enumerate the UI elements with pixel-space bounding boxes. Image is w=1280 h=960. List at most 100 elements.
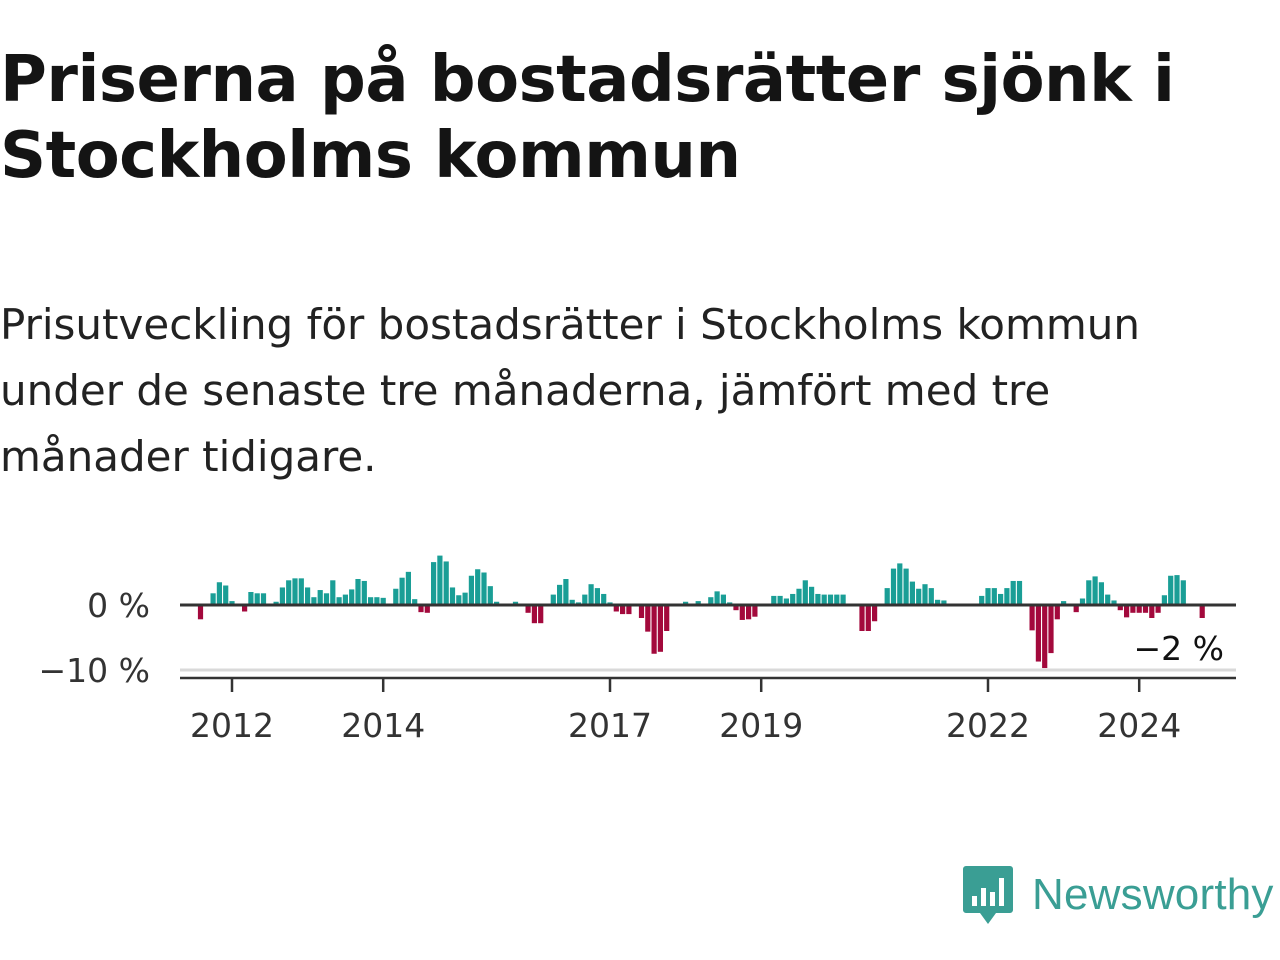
- bar: [550, 594, 556, 605]
- bar: [216, 582, 222, 605]
- bar: [330, 580, 336, 605]
- bar: [1004, 588, 1010, 605]
- bar: [1092, 576, 1098, 605]
- bar: [998, 593, 1004, 605]
- bar: [588, 584, 594, 605]
- bar: [361, 580, 367, 605]
- bar: [260, 593, 267, 605]
- bar: [594, 588, 600, 605]
- bar: [1086, 580, 1092, 605]
- bar: [311, 597, 317, 605]
- x-tick-label: 2024: [1097, 706, 1181, 745]
- bar: [752, 605, 758, 617]
- bar: [626, 605, 632, 615]
- bar: [557, 584, 563, 605]
- bar: [903, 568, 909, 605]
- bar: [481, 572, 487, 605]
- bar: [305, 587, 311, 605]
- bar-chart: 0 % −10 % 2012 2014 2017 2019 2022 2024 −2 %: [39, 555, 1236, 745]
- bar: [468, 575, 474, 605]
- bar: [531, 605, 537, 624]
- bar: [733, 605, 739, 611]
- bar: [941, 600, 947, 605]
- bar: [884, 588, 890, 605]
- bar: [1130, 605, 1136, 613]
- y-tick-label: −10 %: [39, 651, 151, 690]
- bar: [368, 597, 374, 605]
- bar: [292, 578, 298, 605]
- bar: [638, 605, 645, 618]
- bar: [569, 599, 575, 605]
- bar: [1111, 600, 1117, 605]
- bar: [1061, 601, 1067, 605]
- bar: [771, 595, 777, 605]
- bar: [1105, 594, 1111, 605]
- bar: [487, 586, 493, 605]
- bar: [424, 605, 430, 613]
- bar: [739, 605, 745, 620]
- bar: [405, 571, 411, 605]
- bar: [1155, 605, 1161, 613]
- bar: [1174, 575, 1180, 605]
- bar: [783, 598, 789, 605]
- bar: [582, 594, 588, 605]
- bar: [815, 593, 821, 605]
- latest-value-label: −2 %: [1134, 629, 1225, 668]
- bar: [1035, 605, 1041, 662]
- bar: [443, 561, 449, 605]
- bar: [1161, 595, 1167, 605]
- bar: [336, 597, 342, 605]
- bar: [1010, 580, 1016, 605]
- bar: [909, 581, 915, 605]
- x-tick-label: 2019: [719, 706, 803, 745]
- bar: [991, 588, 997, 605]
- bar: [657, 605, 663, 652]
- bar: [1079, 598, 1086, 605]
- newsworthy-logo-icon: [963, 866, 1013, 924]
- bar: [512, 601, 519, 605]
- bar: [1180, 580, 1186, 605]
- bar: [563, 579, 569, 605]
- y-tick-label: 0 %: [87, 586, 150, 625]
- bar: [449, 587, 456, 605]
- bar: [210, 593, 216, 605]
- bar: [620, 605, 626, 615]
- bar: [1098, 582, 1104, 605]
- bar: [777, 595, 783, 605]
- bar: [916, 588, 922, 605]
- bar: [979, 595, 985, 605]
- bar: [1073, 605, 1079, 613]
- bar: [494, 601, 500, 605]
- bar: [1199, 605, 1205, 618]
- bar: [840, 594, 846, 605]
- chart-subtitle: Prisutveckling för bostadsrätter i Stock…: [0, 300, 1141, 481]
- bar: [683, 601, 689, 605]
- bar: [714, 591, 720, 605]
- bar: [248, 592, 254, 605]
- bar: [380, 597, 386, 605]
- bar: [399, 577, 405, 605]
- newsworthy-logo-text: Newsworthy: [1032, 870, 1274, 919]
- bar: [613, 605, 619, 612]
- bar: [412, 599, 418, 605]
- bar: [349, 589, 355, 605]
- bar: [1042, 605, 1048, 669]
- bar: [827, 594, 834, 605]
- bar: [695, 601, 701, 605]
- bar: [821, 594, 827, 605]
- bar: [437, 555, 443, 605]
- bar: [254, 593, 260, 605]
- bar: [273, 601, 279, 605]
- bar: [1149, 605, 1155, 618]
- bar: [796, 588, 802, 605]
- bar: [865, 605, 871, 631]
- x-tick-label: 2014: [341, 706, 425, 745]
- bar: [374, 597, 380, 605]
- bar: [462, 592, 468, 605]
- bar: [1124, 605, 1130, 618]
- bar: [197, 605, 204, 620]
- bar: [1054, 605, 1060, 620]
- bar: [1142, 605, 1149, 613]
- bar: [1117, 605, 1123, 611]
- x-tick-label: 2012: [190, 706, 274, 745]
